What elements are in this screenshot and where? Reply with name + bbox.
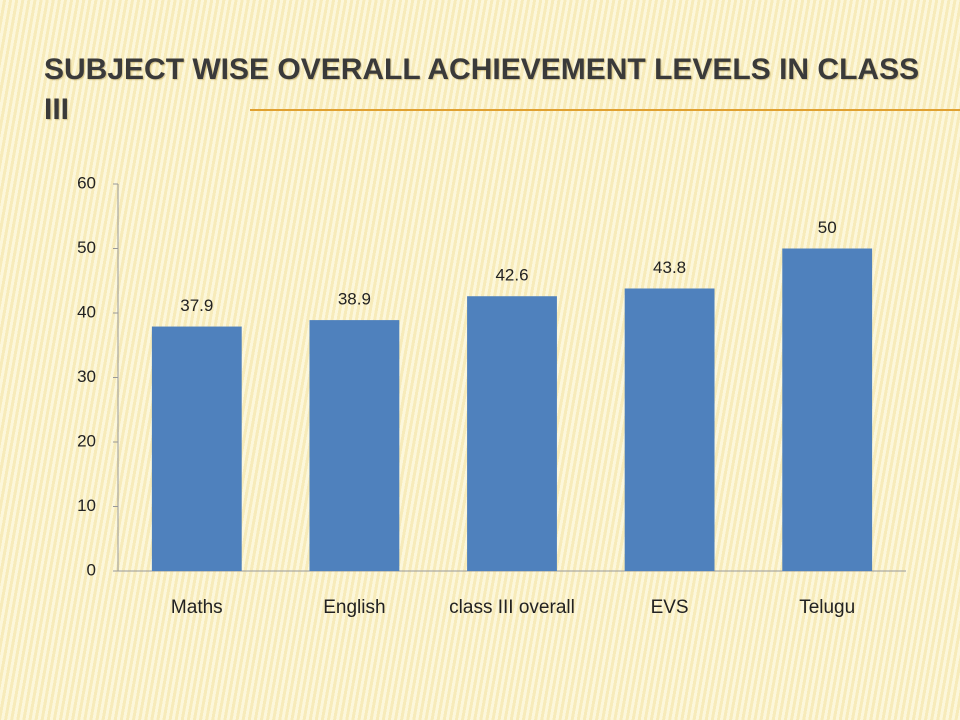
y-tick-label: 60 <box>77 173 96 192</box>
bar <box>309 320 400 571</box>
data-label: 43.8 <box>653 258 686 277</box>
x-tick-label: Maths <box>171 597 223 618</box>
y-tick-label: 0 <box>87 560 96 579</box>
data-label: 38.9 <box>338 290 371 309</box>
x-tick-label: Telugu <box>799 597 855 618</box>
data-label: 42.6 <box>495 266 528 285</box>
data-label: 37.9 <box>180 296 213 315</box>
y-tick-label: 10 <box>77 496 96 515</box>
y-tick-label: 30 <box>77 367 96 386</box>
bar <box>782 248 873 571</box>
x-tick-label: EVS <box>651 597 689 618</box>
bar <box>624 288 715 571</box>
bar <box>467 296 557 571</box>
chart-title: SUBJECT WISE OVERALL ACHIEVEMENT LEVELS … <box>44 53 920 126</box>
y-tick-label: 40 <box>77 302 96 321</box>
data-label: 50 <box>818 218 837 237</box>
x-tick-label: class III overall <box>449 597 575 618</box>
title-rule <box>250 109 960 111</box>
x-tick-label: English <box>323 597 385 618</box>
bar <box>151 326 242 571</box>
y-tick-label: 50 <box>77 238 96 257</box>
y-tick-label: 20 <box>77 431 96 450</box>
